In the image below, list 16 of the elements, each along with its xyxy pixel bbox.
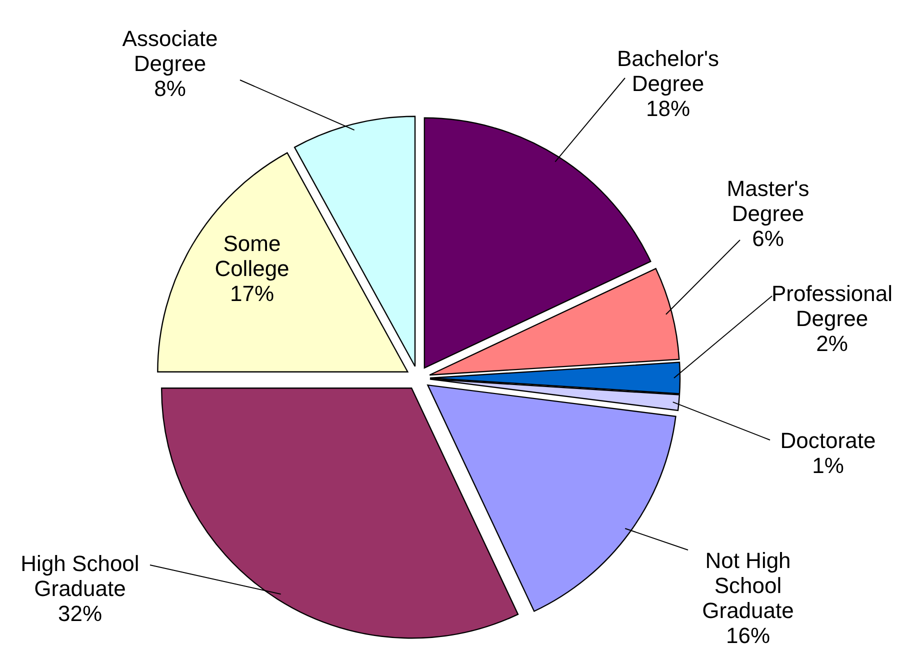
data-label: 16% xyxy=(726,623,770,648)
slice-label: Not High School Graduate xyxy=(702,548,794,623)
slice-label: Doctorate xyxy=(780,428,876,453)
data-label: 32% xyxy=(58,601,102,626)
data-label: 6% xyxy=(752,226,784,251)
data-label: 17% xyxy=(230,281,274,306)
data-label: 18% xyxy=(646,96,690,121)
data-label: 2% xyxy=(816,331,848,356)
slice-label: Master's Degree xyxy=(726,176,810,226)
data-label: 1% xyxy=(812,453,844,478)
slice-label: Some College xyxy=(214,231,290,281)
slice-label: Professional Degree xyxy=(771,281,893,331)
slice-label: Bachelor's Degree xyxy=(616,46,720,96)
data-label: 8% xyxy=(154,76,186,101)
slice-label: Associate Degree xyxy=(122,26,218,76)
slice-label: High School Graduate xyxy=(20,551,140,601)
